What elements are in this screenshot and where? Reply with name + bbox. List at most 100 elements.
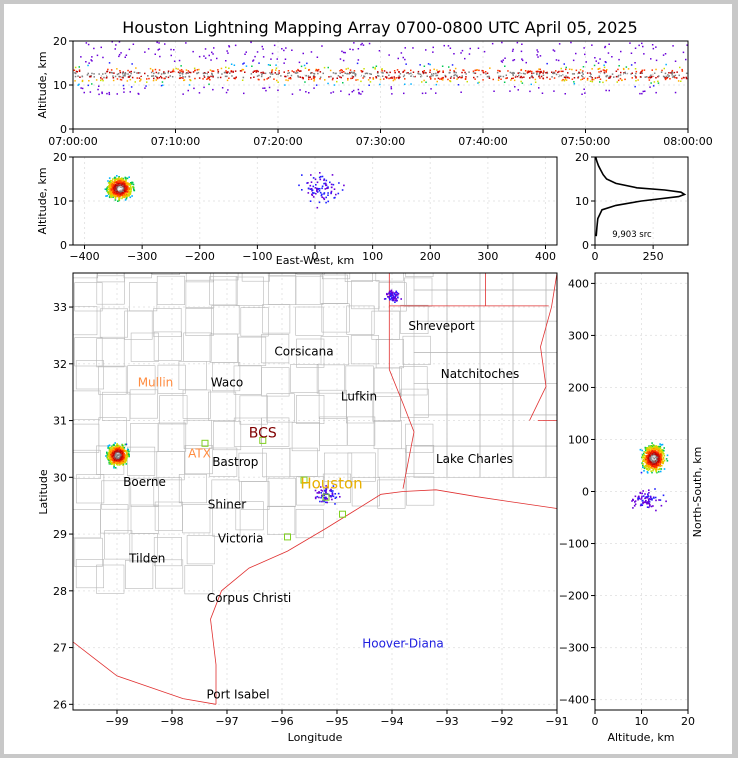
- altitude-time-source-point: [119, 71, 122, 74]
- altitude-time-source-point: [637, 79, 639, 81]
- altitude-time-source-point: [630, 73, 632, 75]
- altitude-time-source-point: [203, 55, 205, 57]
- altitude-time-source-point: [87, 72, 89, 75]
- altitude-time-source-point: [269, 76, 271, 78]
- altitude-time-source-point: [482, 71, 485, 74]
- altitude-east-west-source-point: [316, 190, 318, 192]
- altitude-east-west-source-point: [133, 189, 135, 191]
- altitude-time-source-point: [616, 81, 618, 83]
- altitude-time-source-point: [119, 70, 121, 72]
- north-south-source-point: [648, 506, 650, 509]
- altitude-time-source-point: [598, 71, 600, 73]
- altitude-time-source-point: [526, 72, 529, 74]
- county-outline: [289, 447, 318, 477]
- altitude-time-source-point: [538, 87, 540, 89]
- altitude-time-source-point: [665, 77, 668, 80]
- north-south-source-point: [656, 462, 659, 465]
- altitude-time-source-point: [504, 57, 506, 59]
- north-south-y-tick-label: −100: [559, 538, 589, 551]
- altitude-time-source-point: [543, 71, 545, 73]
- county-outline: [99, 308, 128, 338]
- altitude-time-source-point: [484, 71, 487, 73]
- altitude-time-source-point: [182, 77, 184, 79]
- altitude-time-source-point: [189, 79, 191, 81]
- plan-view-source-point: [113, 465, 115, 468]
- altitude-time-source-point: [157, 49, 159, 51]
- county-outline: [73, 306, 98, 336]
- altitude-time-source-point: [240, 73, 242, 76]
- county-outline: [373, 419, 402, 449]
- altitude-time-source-point: [124, 75, 126, 77]
- altitude-time-source-point: [170, 54, 172, 57]
- plan-view-source-point: [314, 496, 317, 499]
- altitude-time-source-point: [638, 44, 640, 47]
- altitude-time-source-point: [285, 75, 287, 78]
- altitude-time-source-point: [356, 74, 359, 76]
- north-south-source-point: [659, 499, 662, 501]
- plan-view-source-point: [115, 446, 117, 448]
- altitude-time-source-point: [449, 80, 452, 83]
- altitude-time-source-point: [167, 72, 169, 74]
- altitude-time-source-point: [511, 72, 513, 74]
- altitude-time-source-point: [639, 72, 642, 74]
- altitude-time-source-point: [108, 93, 111, 96]
- altitude-time-source-point: [466, 80, 468, 83]
- altitude-time-source-point: [321, 45, 323, 47]
- east-west-x-tick-label: −400: [69, 250, 99, 263]
- altitude-time-source-point: [500, 72, 502, 75]
- altitude-east-west-source-point: [105, 188, 107, 191]
- altitude-time-source-point: [520, 50, 523, 53]
- north-south-source-point: [645, 499, 647, 502]
- altitude-time-source-point: [262, 48, 264, 50]
- altitude-east-west-source-point: [110, 194, 112, 196]
- altitude-time-source-point: [635, 76, 637, 78]
- north-south-source-point: [645, 496, 647, 498]
- altitude-east-west-source-point: [128, 191, 131, 194]
- altitude-east-west-source-point: [307, 192, 310, 194]
- plan-view-source-point: [339, 496, 341, 498]
- altitude-time-source-point: [509, 71, 512, 74]
- altitude-time-source-point: [571, 78, 574, 80]
- longitude-tick-label: −95: [325, 715, 348, 728]
- altitude-time-source-point: [148, 77, 150, 80]
- plan-view-source-point: [331, 495, 333, 497]
- altitude-east-west-source-point: [309, 184, 312, 187]
- north-south-source-point: [634, 501, 636, 503]
- altitude-time-source-point: [172, 68, 175, 71]
- altitude-time-source-point: [240, 70, 243, 72]
- altitude-time-source-point: [162, 74, 164, 77]
- altitude-time-source-point: [158, 69, 161, 71]
- altitude-time-source-point: [553, 50, 556, 52]
- altitude-east-west-source-point: [314, 187, 317, 189]
- altitude-time-source-point: [461, 71, 463, 74]
- altitude-time-source-point: [424, 71, 426, 74]
- altitude-east-west-source-point: [325, 182, 327, 185]
- plan-view-source-point: [314, 489, 317, 492]
- north-south-source-point: [646, 450, 648, 452]
- altitude-time-source-point: [563, 73, 565, 76]
- north-south-source-point: [634, 500, 637, 502]
- altitude-time-source-point: [558, 70, 560, 73]
- altitude-time-source-point: [284, 75, 286, 78]
- altitude-time-source-point: [193, 87, 195, 90]
- altitude-time-source-point: [339, 72, 341, 74]
- altitude-time-ylabel: Altitude, km: [36, 51, 49, 118]
- altitude-time-source-point: [118, 55, 120, 58]
- north-south-source-point: [648, 501, 651, 503]
- plan-view-source-point: [400, 298, 402, 300]
- altitude-time-source-point: [117, 73, 120, 75]
- altitude-time-source-point: [353, 72, 355, 74]
- parish-outline: [446, 383, 481, 416]
- altitude-time-source-point: [434, 78, 436, 80]
- altitude-time-source-point: [89, 91, 92, 93]
- county-outline: [210, 273, 239, 281]
- altitude-time-source-point: [213, 47, 215, 49]
- altitude-time-source-point: [497, 69, 499, 72]
- altitude-east-west-source-point: [124, 195, 127, 198]
- altitude-time-source-point: [93, 47, 95, 50]
- altitude-time-source-point: [277, 81, 279, 83]
- altitude-time-source-point: [74, 66, 77, 69]
- altitude-time-source-point: [206, 73, 208, 75]
- altitude-time-source-point: [291, 70, 293, 72]
- altitude-time-source-point: [391, 77, 393, 79]
